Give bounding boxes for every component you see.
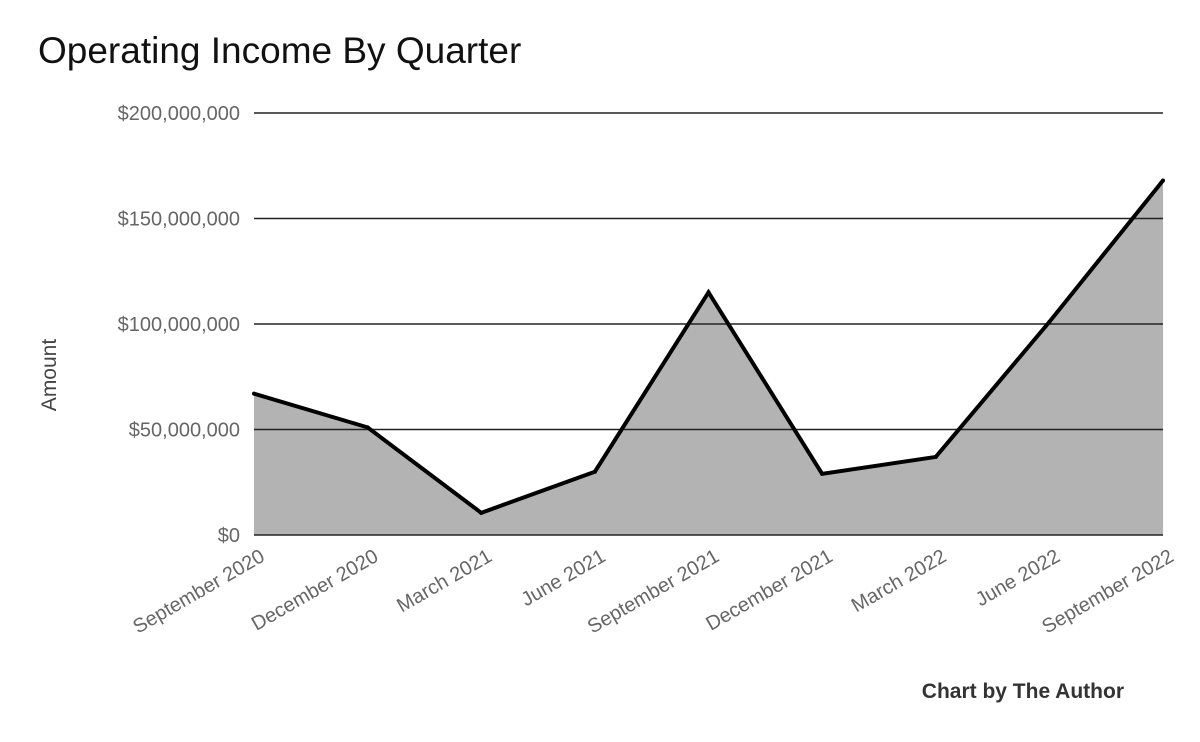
data-point [479, 510, 484, 515]
area-fill [254, 180, 1163, 535]
data-point [592, 469, 597, 474]
y-tick-label: $200,000,000 [118, 103, 240, 125]
plot-area [252, 112, 1165, 536]
data-point [365, 425, 370, 430]
y-axis-title: Amount [38, 339, 61, 412]
y-tick-label: $100,000,000 [118, 314, 240, 336]
x-tick-label: December 2020 [248, 545, 382, 635]
x-tick-label: March 2022 [848, 545, 950, 617]
y-axis: $0 $50,000,000 $100,000,000 $150,000,000 $20… [118, 103, 240, 547]
data-point [706, 290, 711, 295]
y-tick-label: $0 [218, 525, 240, 547]
data-point [933, 454, 938, 459]
chart-title: Operating Income By Quarter [38, 30, 522, 71]
x-tick-label: June 2021 [517, 545, 609, 611]
data-point [1161, 178, 1165, 183]
chart-credit: Chart by The Author [921, 680, 1124, 703]
x-tick-label: December 2021 [702, 545, 836, 635]
data-point [1047, 319, 1052, 324]
y-tick-label: $150,000,000 [118, 209, 240, 231]
x-tick-label: June 2022 [972, 545, 1064, 611]
x-tick-label: September 2020 [129, 545, 268, 638]
x-tick-label: March 2021 [393, 545, 495, 617]
y-tick-label: $50,000,000 [129, 420, 240, 442]
data-point [252, 391, 256, 396]
data-point [820, 471, 825, 476]
